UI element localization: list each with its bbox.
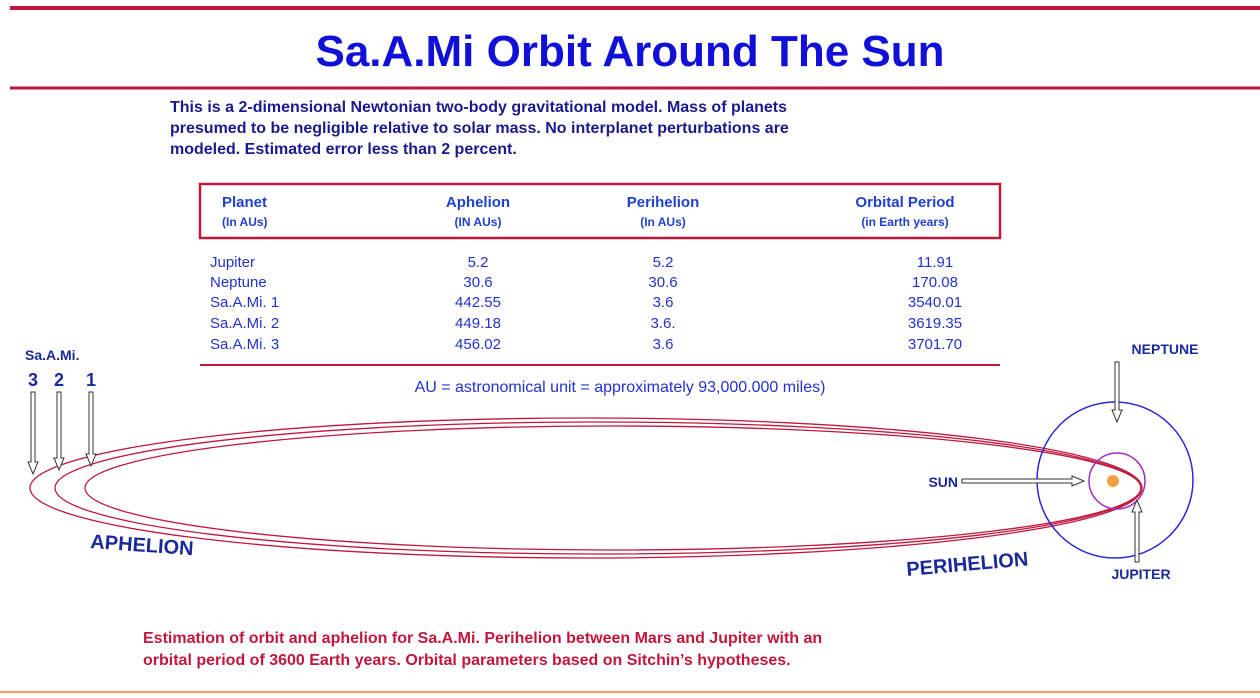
- intro: This is a 2-dimensional Newtonian two-bo…: [170, 99, 789, 158]
- intro-line: modeled. Estimated error less than 2 per…: [170, 141, 517, 158]
- arrows: [27, 361, 1143, 563]
- table-cell: 11.91: [917, 254, 953, 271]
- table-cell: Jupiter: [210, 254, 255, 271]
- footer-line: orbital period of 3600 Earth years. Orbi…: [143, 652, 791, 669]
- orbit-1: [84, 425, 1142, 551]
- orbit-2: [54, 421, 1142, 555]
- table-cell: 442.55: [455, 294, 501, 311]
- arrow-neptune: [1111, 361, 1123, 424]
- orbits: [29, 417, 1143, 559]
- arrow-2: [53, 391, 65, 472]
- table-cell: 170.08: [912, 274, 958, 291]
- neptune-label: NEPTUNE: [1132, 341, 1199, 357]
- intro-line: presumed to be negligible relative to so…: [170, 120, 789, 137]
- table-header-unit: (IN AUs): [455, 215, 502, 229]
- table-header: Orbital Period: [855, 194, 954, 211]
- table-header-unit: (In AUs): [222, 215, 268, 229]
- orbit-number: 3: [28, 370, 38, 390]
- table-cell: Sa.A.Mi. 2: [210, 315, 279, 332]
- table-cell: 3.6: [653, 336, 674, 353]
- footer-line: Estimation of orbit and aphelion for Sa.…: [143, 630, 822, 647]
- table-cell: 3619.35: [908, 315, 962, 332]
- table-cell: 456.02: [455, 336, 501, 353]
- table-header: Perihelion: [627, 194, 700, 211]
- table: Planet (In AUs) Aphelion (IN AUs) Perihelion…: [210, 194, 962, 353]
- table-cell: 30.6: [463, 274, 492, 291]
- sun: [1107, 475, 1119, 487]
- table-header: Planet: [222, 194, 267, 211]
- jupiter-orbit: [1088, 452, 1146, 510]
- arrow-1: [85, 391, 97, 468]
- arrow-3: [27, 391, 39, 476]
- title: Sa.A.Mi Orbit Around The Sun: [315, 27, 944, 76]
- note: AU = astronomical unit = approximately 9…: [415, 379, 826, 396]
- table-cell: 5.2: [653, 254, 674, 271]
- table-cell: 449.18: [455, 315, 501, 332]
- table-cell: Sa.A.Mi. 3: [210, 336, 279, 353]
- table-cell: 30.6: [648, 274, 677, 291]
- table-cell: 3701.70: [908, 336, 962, 353]
- orbit-number: 1: [86, 370, 96, 390]
- arrow-jupiter: [1131, 498, 1143, 563]
- table-header-unit: (in Earth years): [861, 215, 948, 229]
- table-cell: 3.6: [653, 294, 674, 311]
- jupiter-label: JUPITER: [1111, 566, 1170, 582]
- table-cell: 3540.01: [908, 294, 962, 311]
- orbit-number: 2: [54, 370, 64, 390]
- table-cell: 5.2: [468, 254, 489, 271]
- samii-label: Sa.A.Mi.: [25, 347, 79, 363]
- table-cell: 3.6.: [650, 315, 675, 332]
- table-header: Aphelion: [446, 194, 510, 211]
- intro-line: This is a 2-dimensional Newtonian two-bo…: [170, 99, 787, 116]
- table-cell: Neptune: [210, 274, 267, 291]
- perihelion-label: PERIHELION: [906, 548, 1030, 581]
- sun-label: SUN: [928, 474, 958, 490]
- arrow-sun: [961, 475, 1086, 487]
- table-header-box: [198, 182, 1002, 240]
- table-header-unit: (In AUs): [640, 215, 686, 229]
- table-cell: Sa.A.Mi. 1: [210, 294, 279, 311]
- orbit-3: [29, 417, 1143, 559]
